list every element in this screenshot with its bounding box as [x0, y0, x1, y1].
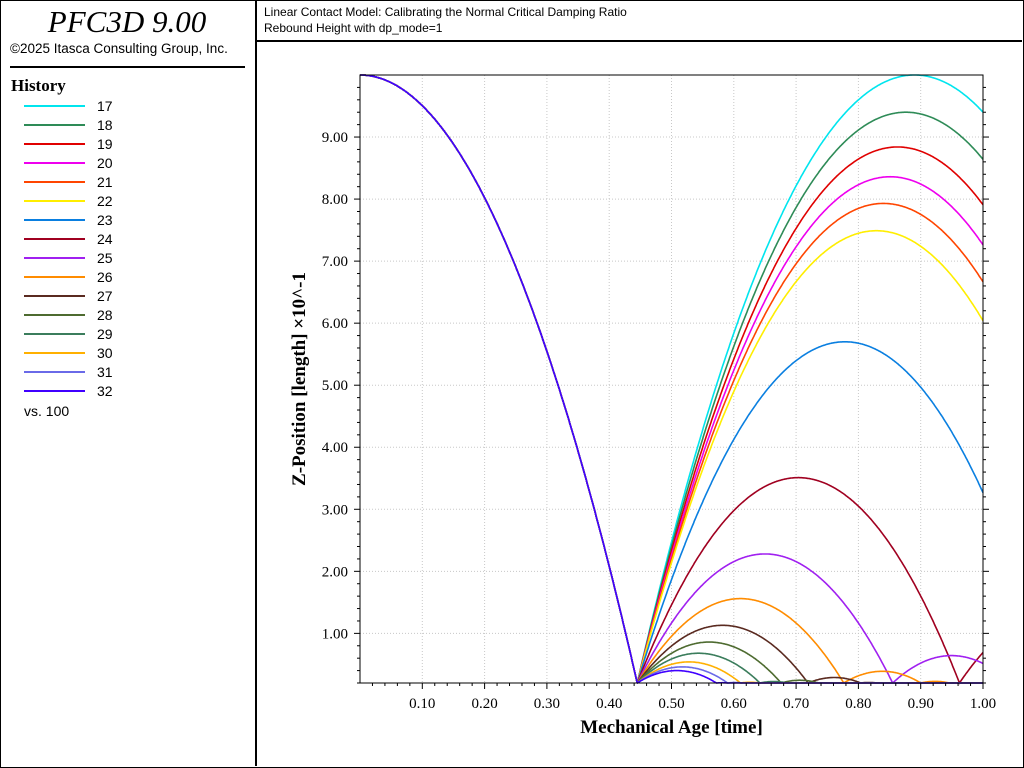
axes: 0.10 0.20 0.30 0.40 0.50 0.60 0.70 0.80 0.90 1.00…: [322, 86, 996, 712]
y-tick-label: 9.00: [322, 130, 348, 146]
legend-swatch: [24, 371, 85, 373]
legend-item: 31: [24, 363, 224, 382]
legend-swatch: [24, 143, 85, 145]
legend-label: 21: [97, 174, 113, 190]
legend-label: 29: [97, 326, 113, 342]
x-axis-title: Mechanical Age [time]: [580, 717, 763, 738]
legend-swatch: [24, 257, 85, 259]
legend-label: 22: [97, 193, 113, 209]
legend-label: 18: [97, 117, 113, 133]
y-tick-label: 6.00: [322, 316, 348, 332]
y-tick-label: 2.00: [322, 564, 348, 580]
legend-label: 17: [97, 98, 113, 114]
legend-item: 26: [24, 268, 224, 287]
legend-swatch: [24, 352, 85, 354]
legend-swatch: [24, 181, 85, 183]
legend-swatch: [24, 333, 85, 335]
plot-header: Linear Contact Model: Calibrating the No…: [257, 0, 1022, 42]
legend-swatch: [24, 390, 85, 392]
app-title: PFC3D 9.00: [47, 4, 207, 39]
legend-label: 20: [97, 155, 113, 171]
legend-label: 23: [97, 212, 113, 228]
legend-swatch: [24, 124, 85, 126]
legend-heading: History: [11, 76, 66, 95]
x-tick-label: 0.70: [783, 696, 809, 712]
x-tick-label: 0.10: [409, 696, 435, 712]
legend-label: 32: [97, 383, 113, 399]
legend-item: 29: [24, 325, 224, 344]
legend-item: 22: [24, 192, 224, 211]
legend-swatch: [24, 314, 85, 316]
legend-swatch: [24, 105, 85, 107]
legend-item: 24: [24, 230, 224, 249]
legend-label: 31: [97, 364, 113, 380]
legend-swatch: [24, 162, 85, 164]
y-tick-label: 4.00: [322, 440, 348, 456]
y-axis-title: Z-Position [length] ×10^-1: [289, 272, 310, 486]
x-tick-label: 0.80: [845, 696, 871, 712]
legend-swatch: [24, 295, 85, 297]
legend-item: 28: [24, 306, 224, 325]
plot-subtitle: Rebound Height with dp_mode=1: [264, 21, 443, 35]
legend-label: 19: [97, 136, 113, 152]
grid: [360, 75, 984, 683]
y-tick-label: 8.00: [322, 192, 348, 208]
legend-item: 17: [24, 97, 224, 116]
legend-item: 30: [24, 344, 224, 363]
x-tick-label: 0.20: [471, 696, 497, 712]
x-tick-label: 0.60: [721, 696, 747, 712]
y-tick-label: 3.00: [322, 502, 348, 518]
legend-panel: PFC3D 9.00 ©2025 Itasca Consulting Group…: [0, 0, 257, 766]
title-divider: [10, 66, 245, 68]
legend-swatch: [24, 238, 85, 240]
legend-item: 25: [24, 249, 224, 268]
legend-item: 20: [24, 154, 224, 173]
chart-svg: 0.10 0.20 0.30 0.40 0.50 0.60 0.70 0.80 0.90 1.00…: [289, 74, 996, 738]
plot-title: Linear Contact Model: Calibrating the No…: [264, 5, 627, 19]
legend-footer: vs. 100: [24, 403, 70, 419]
x-tick-label: 0.90: [908, 696, 934, 712]
legend-label: 27: [97, 288, 113, 304]
legend-label: 26: [97, 269, 113, 285]
legend-swatch: [24, 219, 85, 221]
legend-item: 18: [24, 116, 224, 135]
x-tick-label: 0.30: [534, 696, 560, 712]
legend-swatch: [24, 276, 85, 278]
legend-label: 24: [97, 231, 113, 247]
legend-item: 32: [24, 382, 224, 401]
legend-item: 27: [24, 287, 224, 306]
x-tick-label: 1.00: [970, 696, 996, 712]
legend-label: 28: [97, 307, 113, 323]
copyright-text: ©2025 Itasca Consulting Group, Inc.: [10, 41, 228, 56]
x-tick-label: 0.50: [658, 696, 684, 712]
x-tick-label: 0.40: [596, 696, 622, 712]
legend-label: 30: [97, 345, 113, 361]
legend-swatch: [24, 200, 85, 202]
y-tick-label: 1.00: [322, 626, 348, 642]
legend-label: 25: [97, 250, 113, 266]
legend-item: 23: [24, 211, 224, 230]
y-tick-label: 5.00: [322, 378, 348, 394]
legend-item: 21: [24, 173, 224, 192]
legend-item: 19: [24, 135, 224, 154]
y-tick-label: 7.00: [322, 254, 348, 270]
